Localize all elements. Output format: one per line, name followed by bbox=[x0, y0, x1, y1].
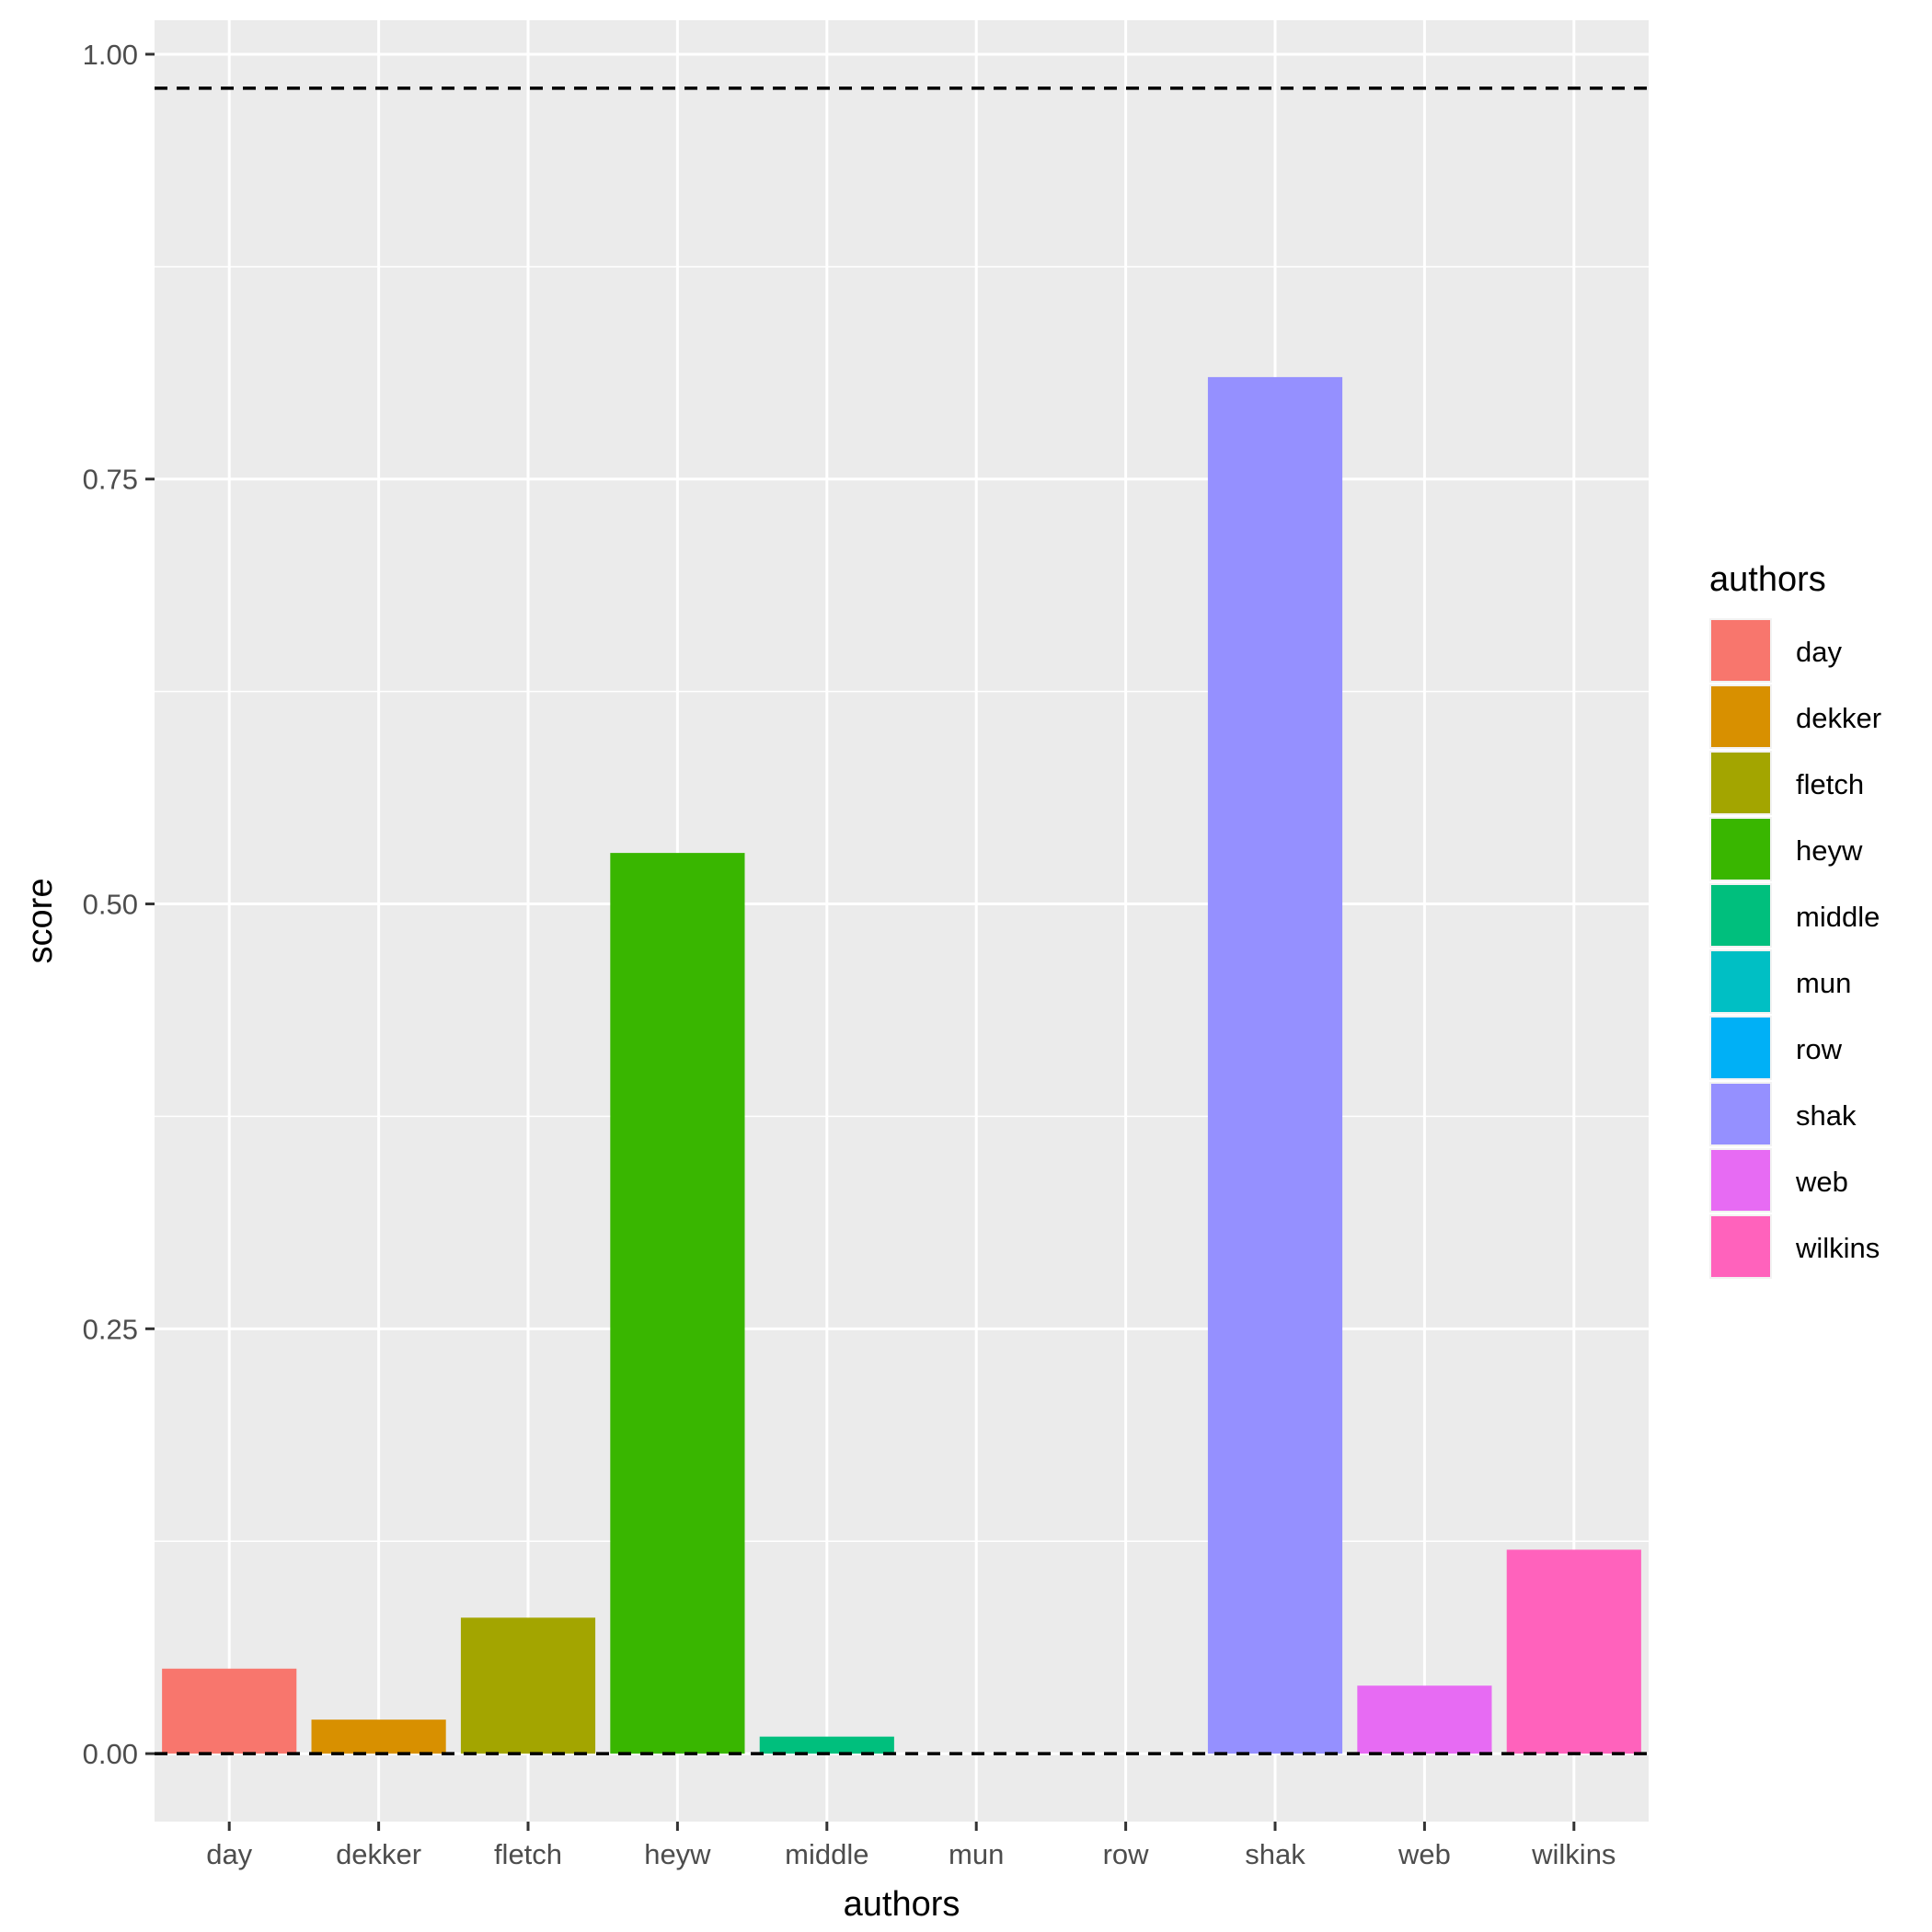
y-tick-label: 0.00 bbox=[83, 1738, 138, 1770]
legend-swatch-wilkins bbox=[1711, 1216, 1770, 1277]
plot-panel bbox=[155, 20, 1649, 1822]
legend-label: row bbox=[1796, 1033, 1843, 1065]
legend-label: dekker bbox=[1796, 702, 1881, 734]
legend-swatch-fletch bbox=[1711, 753, 1770, 813]
bar-dekker bbox=[311, 1719, 446, 1754]
x-tick-label: wilkins bbox=[1531, 1838, 1616, 1870]
legend-swatch-web bbox=[1711, 1150, 1770, 1211]
y-tick-label: 0.25 bbox=[83, 1313, 138, 1345]
x-tick-label: fletch bbox=[494, 1838, 562, 1870]
bar-wilkins bbox=[1506, 1549, 1641, 1754]
bar-day bbox=[162, 1668, 297, 1754]
legend-swatch-shak bbox=[1711, 1084, 1770, 1144]
legend-label: fletch bbox=[1796, 768, 1864, 800]
legend-swatch-day bbox=[1711, 620, 1770, 681]
reference-lines bbox=[155, 86, 1649, 1755]
legend-swatch-dekker bbox=[1711, 686, 1770, 747]
x-tick-label: middle bbox=[785, 1838, 868, 1870]
x-tick-label: day bbox=[206, 1838, 252, 1870]
legend-swatch-row bbox=[1711, 1018, 1770, 1078]
x-tick-label: shak bbox=[1245, 1838, 1305, 1870]
legend-swatch-middle bbox=[1711, 885, 1770, 946]
legend-title: authors bbox=[1709, 560, 1826, 599]
y-axis: 0.00 0.25 0.50 0.75 1.00 bbox=[83, 39, 155, 1770]
legend-swatch-mun bbox=[1711, 951, 1770, 1012]
legend-items: day dekker fletch heyw middle mun row shak web wi… bbox=[1709, 618, 1881, 1279]
bar-shak bbox=[1207, 376, 1343, 1754]
x-tick-label: mun bbox=[949, 1838, 1004, 1870]
legend-label: wilkins bbox=[1795, 1232, 1880, 1264]
y-tick-label: 1.00 bbox=[83, 39, 138, 71]
y-tick-label: 0.50 bbox=[83, 889, 138, 921]
bars bbox=[162, 376, 1641, 1754]
x-tick-label: dekker bbox=[336, 1838, 421, 1870]
legend-label: day bbox=[1796, 636, 1842, 668]
x-axis: day dekker fletch heyw middle mun row shak web wi… bbox=[206, 1822, 1616, 1870]
y-tick-label: 0.75 bbox=[83, 464, 138, 496]
legend-swatch-heyw bbox=[1711, 819, 1770, 880]
x-axis-title: authors bbox=[844, 1885, 960, 1924]
major-gridlines bbox=[155, 20, 1649, 1822]
bar-fletch bbox=[460, 1617, 596, 1754]
bar-heyw bbox=[610, 853, 745, 1754]
legend-label: heyw bbox=[1796, 834, 1863, 867]
x-tick-label: row bbox=[1103, 1838, 1150, 1870]
minor-gridlines bbox=[155, 266, 1649, 1542]
legend-label: web bbox=[1795, 1166, 1848, 1198]
x-tick-label: web bbox=[1397, 1838, 1451, 1870]
bar-middle bbox=[759, 1736, 894, 1754]
legend-label: middle bbox=[1796, 901, 1880, 933]
legend-label: mun bbox=[1796, 967, 1851, 999]
y-axis-title: score bbox=[21, 879, 60, 964]
legend: authors day dekker fletch heyw middle mun row s… bbox=[1709, 560, 1881, 1279]
x-tick-label: heyw bbox=[644, 1838, 711, 1870]
legend-label: shak bbox=[1796, 1099, 1857, 1132]
bar-web bbox=[1357, 1685, 1492, 1754]
